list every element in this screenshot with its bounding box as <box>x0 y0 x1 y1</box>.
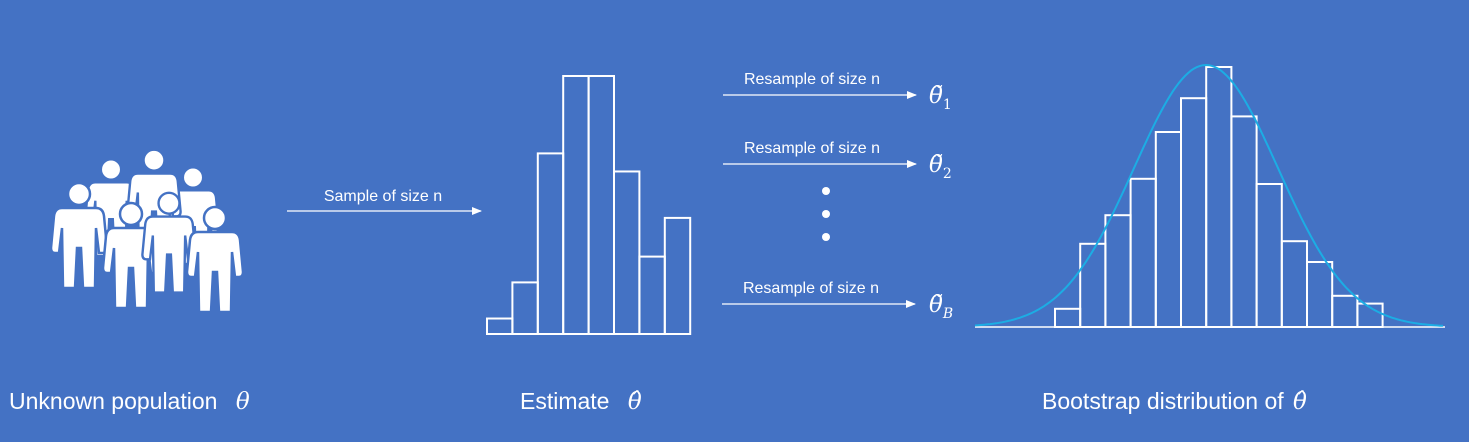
bootstrap-bar-2 <box>1079 242 1107 328</box>
bootstrap-bar-8 <box>1230 115 1258 329</box>
resample-label-B: Resample of size n <box>743 280 879 297</box>
bootstrap-bar-7 <box>1205 66 1233 328</box>
bootstrap-bar-11 <box>1306 261 1334 328</box>
bootstrap-bar-12 <box>1331 294 1359 328</box>
resample-row-2: Resample of size n θ̃2 <box>723 140 952 182</box>
resample-label-1: Resample of size n <box>744 71 880 88</box>
bootstrap-histogram <box>1054 66 1384 329</box>
resample-label-2: Resample of size n <box>744 140 880 157</box>
resample-row-1: Resample of size n θ̃1 <box>723 71 952 113</box>
theta-tilde-2: θ̃2 <box>929 152 952 182</box>
population-caption: Unknown population θ <box>9 388 250 415</box>
bootstrap-bar-4 <box>1129 177 1157 328</box>
bootstrap-bar-5 <box>1154 131 1183 328</box>
bootstrap-density-curve <box>974 63 1444 327</box>
bootstrap-bar-10 <box>1280 240 1309 328</box>
theta-tilde-B: θ̃B <box>929 292 953 322</box>
bootstrap-bar-9 <box>1255 183 1283 328</box>
estimate-bar-6 <box>613 170 641 335</box>
estimate-bar-1 <box>486 317 514 335</box>
bootstrap-caption: Bootstrap distribution of θ̂ <box>1042 388 1307 415</box>
people-group-icon <box>49 148 245 314</box>
sample-arrow-label: Sample of size n <box>324 188 442 205</box>
bootstrap-bar-3 <box>1104 214 1132 328</box>
resample-row-B: Resample of size n θ̃B <box>722 280 953 322</box>
estimate-bar-7 <box>638 255 666 336</box>
theta-tilde-1: θ̃1 <box>929 83 952 113</box>
bootstrap-bar-1 <box>1054 307 1082 328</box>
estimate-bar-3 <box>536 152 565 335</box>
estimate-bar-2 <box>511 281 539 335</box>
estimate-histogram <box>486 75 692 336</box>
estimate-caption: Estimate θ̂ <box>520 388 642 415</box>
bootstrap-bar-6 <box>1180 97 1208 328</box>
ellipsis-dots <box>822 187 830 241</box>
estimate-bar-5 <box>587 75 615 335</box>
estimate-bar-8 <box>663 216 692 335</box>
estimate-bar-4 <box>562 75 590 335</box>
